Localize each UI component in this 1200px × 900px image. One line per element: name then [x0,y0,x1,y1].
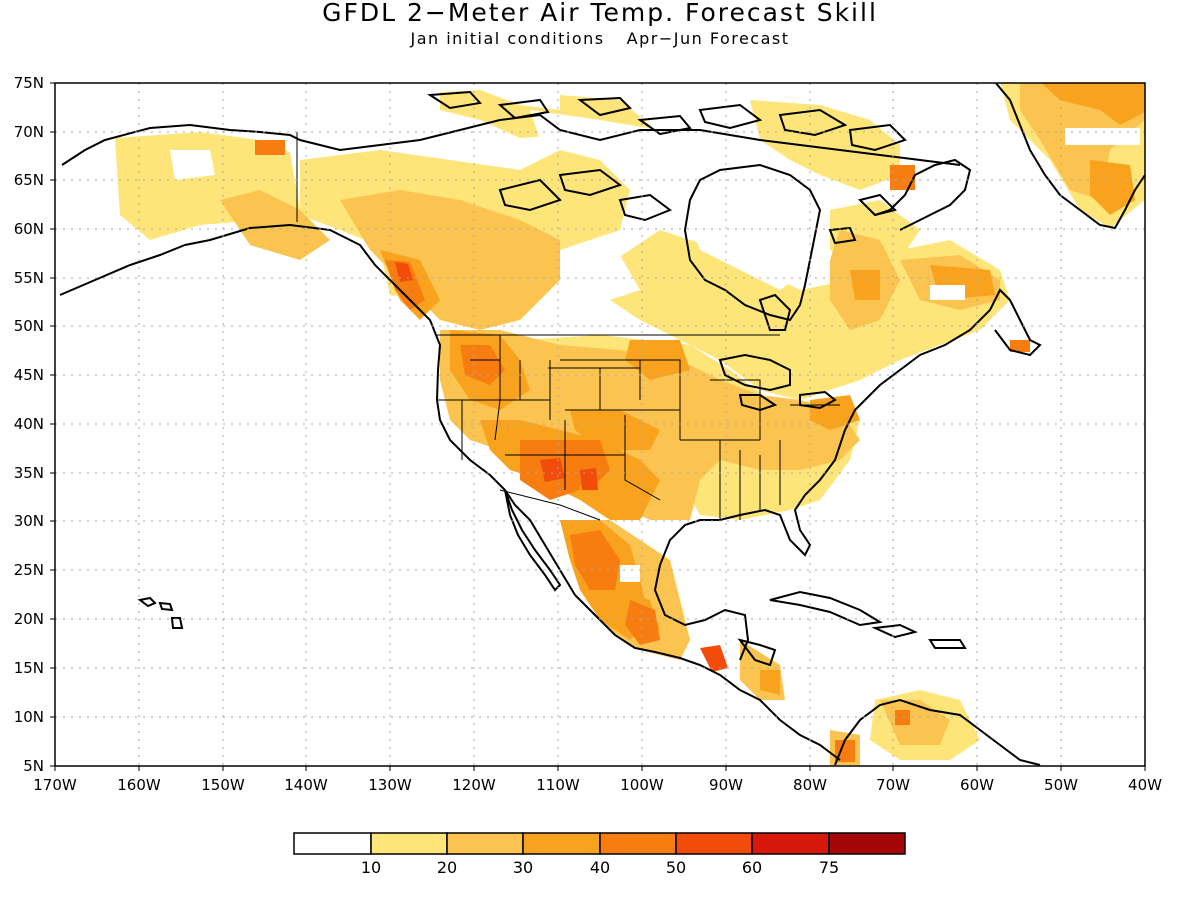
lon-label-40w: 40W [1128,776,1162,794]
map-title: GFDL 2−Meter Air Temp. Forecast Skill [322,0,878,27]
lon-label-70w: 70W [876,776,910,794]
lon-label-130w: 130W [368,776,412,794]
map-subtitle: Jan initial conditions Apr−Jun Forecast [0,29,1200,48]
lat-label-65n: 65N [13,171,44,189]
skill-shading [115,83,1145,765]
lon-label-170w: 170W [33,776,77,794]
political-borders [296,132,840,521]
lon-label-160w: 160W [117,776,161,794]
lat-label-20n: 20N [13,610,44,628]
colorbar-label-30: 30 [512,858,534,877]
coastlines [59,83,1145,766]
lat-label-40n: 40N [13,415,44,433]
lat-label-25n: 25N [13,561,44,579]
colorbar-label-75: 75 [818,858,840,877]
lat-label-60n: 60N [13,220,44,238]
colorbar-label-10: 10 [360,858,382,877]
colorbar-label-60: 60 [741,858,763,877]
colorbar-swatch-2 [446,832,524,855]
lat-label-70n: 70N [13,123,44,141]
colorbar-label-50: 50 [665,858,687,877]
lat-label-50n: 50N [13,317,44,335]
lat-label-55n: 55N [13,269,44,287]
axis-ticks [50,82,1146,771]
colorbar-swatch-4 [599,832,677,855]
lat-label-10n: 10N [13,708,44,726]
colorbar-label-20: 20 [436,858,458,877]
lon-label-80w: 80W [793,776,827,794]
subtitle-initial-conditions: Jan initial conditions [410,29,605,48]
lon-label-110w: 110W [536,776,580,794]
colorbar-swatch-3 [522,832,601,855]
lat-label-5n: 5N [23,757,44,775]
lat-label-75n: 75N [13,74,44,92]
colorbar [293,832,906,855]
lat-label-35n: 35N [13,464,44,482]
lat-label-15n: 15N [13,659,44,677]
colorbar-swatch-0 [293,832,372,855]
lon-label-50w: 50W [1044,776,1078,794]
lon-label-100w: 100W [620,776,664,794]
colorbar-swatch-5 [675,832,753,855]
lon-label-120w: 120W [452,776,496,794]
lon-label-90w: 90W [709,776,743,794]
colorbar-swatch-6 [751,832,830,855]
colorbar-swatch-7 [828,832,906,855]
lon-label-140w: 140W [284,776,328,794]
lat-lon-grid [55,83,1145,766]
subtitle-forecast-period: Apr−Jun Forecast [626,29,790,48]
colorbar-swatch-1 [370,832,448,855]
lon-label-60w: 60W [960,776,994,794]
lat-label-30n: 30N [13,512,44,530]
colorbar-label-40: 40 [589,858,611,877]
lon-label-150w: 150W [201,776,245,794]
lat-label-45n: 45N [13,366,44,384]
